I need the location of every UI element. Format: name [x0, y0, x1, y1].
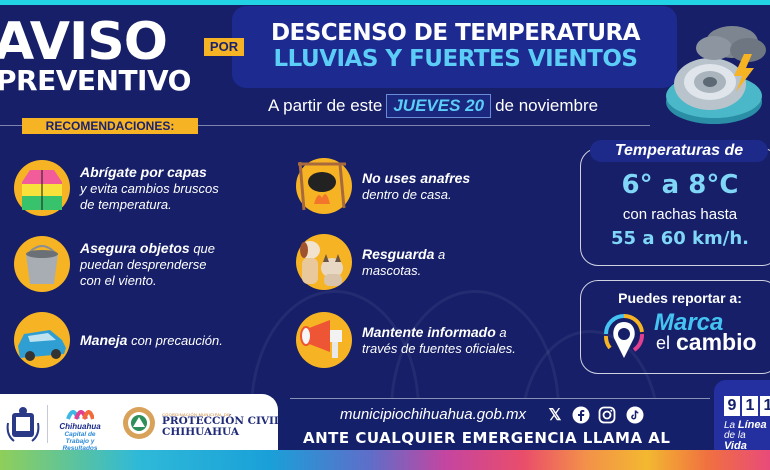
title-preventivo: PREVENTIVO [0, 64, 191, 97]
temperature-header: Temperaturas de [590, 140, 768, 162]
proteccion-civil-line1: PROTECCIÓN CIVIL [162, 415, 282, 427]
car-icon [14, 312, 70, 368]
location-pin-icon [604, 313, 645, 358]
bucket-icon [14, 236, 70, 292]
marca-el-cambio-el: el [656, 333, 671, 353]
recommendation-item: Maneja con precaución. [14, 312, 223, 368]
tiktok-icon[interactable] [626, 406, 644, 424]
coat-of-arms-icon [6, 407, 40, 442]
emergency-callout: ANTE CUALQUIER EMERGENCIA LLAMA AL [303, 429, 671, 447]
recommendation-detail: de temperatura. [80, 196, 172, 212]
recommendation-bold: Maneja [80, 331, 128, 348]
recommendation-text: Abrígate por capas y evita cambios brusc… [80, 164, 219, 213]
facebook-icon[interactable] [572, 406, 590, 424]
hotline-tagline: La Línea de la Vida [724, 420, 770, 452]
recommendation-text: Mantente informado a través de fuentes o… [362, 324, 516, 357]
gust-value: 55 a 60 km/h. [611, 228, 749, 249]
hotline-digit: 9 [724, 396, 740, 416]
headline-panel [232, 6, 677, 88]
marca-el-cambio-brand: Marca [654, 309, 724, 336]
recommendation-detail: a [434, 246, 446, 262]
recommendation-detail: través de fuentes oficiales. [362, 340, 516, 356]
recommendation-detail: mascotas. [362, 262, 422, 278]
recommendation-text: Resguarda a mascotas. [362, 246, 445, 279]
storm-hurricane-icon [666, 26, 766, 124]
recommendation-detail: con el viento. [80, 272, 157, 288]
hotline-line2: Vida [724, 440, 747, 452]
hotline-digit: 1 [760, 396, 770, 416]
date-highlight: JUEVES 20 [386, 94, 492, 118]
recommendation-bold: Resguarda [362, 245, 435, 262]
recommendation-item: No uses anafres dentro de casa. [296, 158, 470, 214]
recommendation-detail: con precaución. [127, 332, 223, 348]
megaphone-icon [296, 312, 352, 368]
headline-line2: LLUVIAS Y FUERTES VIENTOS [273, 46, 638, 72]
chihuahua-slogan: Capital de Trabajo y Resultados [62, 431, 98, 452]
report-panel [580, 280, 770, 374]
date-prefix: A partir de este [268, 96, 383, 115]
recommendations-rule [0, 125, 650, 126]
chihuahua-name: Chihuahua [59, 422, 101, 431]
cooking-pot-fire-icon [296, 158, 352, 214]
hotline-small: La [724, 420, 736, 431]
jacket-icon [14, 160, 70, 216]
recommendation-detail: puedan desprenderse [80, 256, 207, 272]
date-line: A partir de este JUEVES 20 de noviembre [268, 94, 598, 118]
website-link[interactable]: municipiochihuahua.gob.mx [340, 406, 526, 423]
logo-divider [47, 405, 48, 443]
rainbow-bar [0, 450, 770, 470]
recommendation-item: Asegura objetos que puedan desprenderse … [14, 236, 215, 292]
recommendation-text: Asegura objetos que puedan desprenderse … [80, 240, 215, 289]
recommendation-detail: dentro de casa. [362, 186, 452, 202]
hotline-line1: Línea [737, 419, 767, 431]
instagram-icon[interactable] [598, 406, 616, 424]
proteccion-civil-seal-icon [123, 407, 155, 439]
hotline-digit: 1 [742, 396, 758, 416]
top-stripe [0, 0, 770, 5]
recommendation-bold: Abrígate por capas [80, 163, 207, 180]
por-badge: POR [204, 38, 244, 56]
recommendation-detail: que [189, 240, 216, 256]
date-suffix: de noviembre [495, 96, 599, 115]
title-aviso: AVISO [0, 12, 168, 72]
report-label: Puedes reportar a: [618, 290, 742, 306]
hotline-digits: 9 1 1 [724, 396, 770, 416]
gust-label: con rachas hasta [622, 206, 738, 223]
dog-cat-icon [296, 234, 352, 290]
proteccion-civil-small: COORDINACIÓN MUNICIPAL DE [162, 412, 231, 417]
temperature-range: 6° a 8°C [621, 170, 739, 200]
hotline-small: de la [724, 430, 746, 441]
footer-rule [290, 398, 710, 399]
recommendation-text: Maneja con precaución. [80, 332, 223, 349]
recommendation-detail: y evita cambios bruscos [80, 180, 219, 196]
recommendation-bold: Asegura objetos [80, 239, 190, 256]
recommendation-detail: a [495, 324, 507, 340]
marca-el-cambio-cambio: cambio [676, 329, 757, 355]
recommendation-bold: No uses anafres [362, 169, 471, 186]
headline-line1: DESCENSO DE TEMPERATURA [270, 20, 641, 46]
recommendation-text: No uses anafres dentro de casa. [362, 170, 470, 203]
x-icon[interactable]: 𝕏 [548, 407, 562, 424]
chihuahua-logo-icon [66, 410, 94, 420]
footer-contact [278, 398, 712, 450]
recommendation-item: Abrígate por capas y evita cambios brusc… [14, 160, 219, 216]
recommendation-item: Resguarda a mascotas. [296, 234, 445, 290]
recommendation-bold: Mantente informado [362, 323, 496, 340]
proteccion-civil-line2: CHIHUAHUA [162, 426, 239, 438]
recommendation-item: Mantente informado a través de fuentes o… [296, 312, 516, 368]
recommendations-label: RECOMENDACIONES: [22, 118, 198, 134]
